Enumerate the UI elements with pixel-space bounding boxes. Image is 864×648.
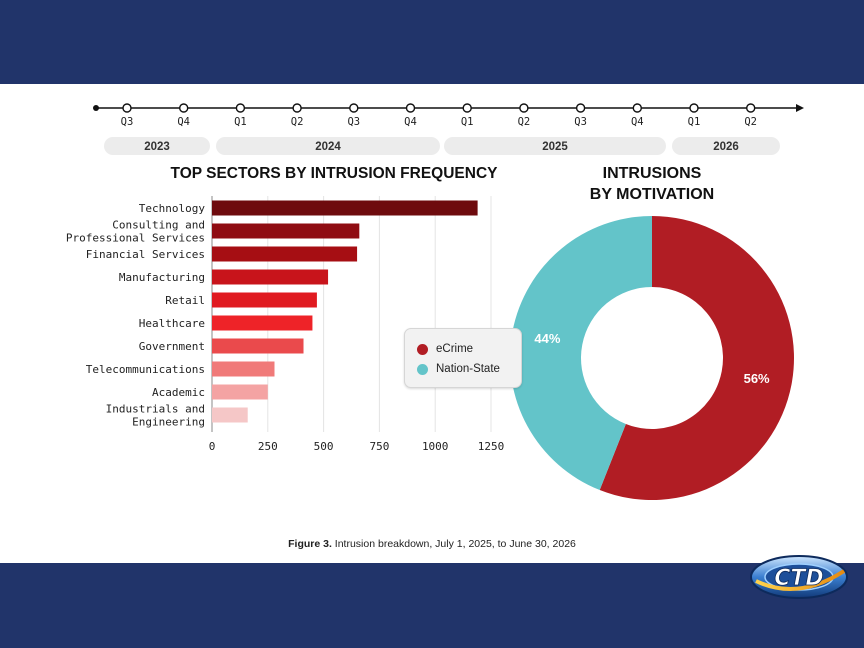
category-label: Academic [152, 386, 205, 399]
timeline-quarter-label: Q3 [574, 116, 587, 128]
bar [212, 223, 360, 239]
legend-swatch-ecrime [417, 343, 428, 355]
ctd-logo: CTD [750, 555, 848, 599]
timeline-year-pill [444, 137, 666, 155]
donut-slice [599, 216, 795, 500]
donut-chart: INTRUSIONS BY MOTIVATION 56% 44% [510, 165, 795, 500]
timeline-year-pill [104, 137, 210, 155]
timeline-year-label: 2023 [144, 141, 170, 153]
legend-item-nation-state: Nation-State [417, 361, 500, 377]
timeline-quarter-label: Q1 [688, 116, 701, 128]
bar [212, 269, 329, 285]
bar [212, 361, 275, 377]
category-label: Engineering [132, 416, 205, 429]
caption-text: Intrusion breakdown, July 1, 2025, to Ju… [331, 538, 576, 550]
category-label: Consulting and [112, 219, 205, 232]
donut-value-label: 44% [534, 331, 560, 346]
timeline-year-pill [216, 137, 440, 155]
bar [212, 246, 358, 262]
top-banner [0, 0, 864, 84]
x-tick-label: 750 [369, 440, 389, 453]
timeline-year-pill [672, 137, 780, 155]
timeline-quarter-label: Q2 [291, 116, 304, 128]
bar [212, 315, 313, 331]
timeline-year-label: 2026 [713, 141, 739, 153]
timeline: Q3 Q4 Q1 Q2 Q3 Q4 Q1 Q2 Q3 Q4 Q1 Q2 2023 2024 2025 2026 [93, 103, 804, 155]
legend-label-ecrime: eCrime [436, 343, 474, 355]
timeline-marker [519, 103, 529, 113]
bar-chart-title: TOP SECTORS BY INTRUSION FREQUENCY [171, 165, 499, 182]
bar [212, 384, 268, 400]
figure-caption: Figure 3. Intrusion breakdown, July 1, 2… [0, 538, 864, 550]
category-label: Retail [165, 294, 205, 307]
legend-item-ecrime: eCrime [417, 341, 473, 357]
bar [212, 338, 304, 354]
bar [212, 407, 248, 423]
x-tick-label: 1000 [422, 440, 449, 453]
timeline-quarter-label: Q1 [234, 116, 247, 128]
donut-chart-title: BY MOTIVATION [590, 186, 714, 203]
bar [212, 292, 317, 308]
timeline-marker [292, 103, 302, 113]
legend-swatch-nation-state [417, 363, 428, 375]
timeline-quarter-label: Q1 [461, 116, 474, 128]
logo-text: CTD [774, 566, 823, 591]
category-label: Government [139, 340, 205, 353]
timeline-quarter-label: Q2 [744, 116, 757, 128]
legend-label-nation-state: Nation-State [436, 363, 500, 375]
timeline-marker [405, 103, 416, 113]
donut-legend: eCrime Nation-State [404, 328, 522, 388]
timeline-marker [575, 103, 586, 113]
category-label: Manufacturing [119, 271, 205, 284]
timeline-start-dot [93, 105, 99, 111]
timeline-marker [462, 103, 472, 113]
category-label: Industrials and [106, 403, 205, 416]
timeline-quarter-label: Q4 [404, 116, 417, 128]
bar [212, 200, 478, 216]
x-tick-label: 250 [258, 440, 278, 453]
x-tick-label: 500 [314, 440, 334, 453]
donut-slice [510, 216, 652, 491]
timeline-quarter-label: Q3 [347, 116, 360, 128]
x-tick-label: 0 [209, 440, 216, 453]
timeline-marker [632, 103, 642, 113]
timeline-arrow [796, 104, 804, 112]
timeline-year-label: 2024 [315, 141, 341, 153]
x-tick-label: 1250 [478, 440, 505, 453]
timeline-quarter-label: Q2 [518, 116, 531, 128]
timeline-quarter-label: Q3 [121, 116, 134, 128]
category-label: Telecommunications [86, 363, 205, 376]
timeline-marker [746, 103, 756, 113]
bottom-banner [0, 563, 864, 648]
timeline-marker [349, 103, 359, 113]
caption-label: Figure 3. [288, 538, 332, 550]
timeline-marker [178, 103, 189, 113]
timeline-quarter-label: Q4 [177, 116, 190, 128]
bar-chart: TOP SECTORS BY INTRUSION FREQUENCY 0 250 50… [66, 165, 504, 453]
category-label: Professional Services [66, 232, 205, 245]
timeline-quarter-label: Q4 [631, 116, 644, 128]
timeline-marker [235, 103, 246, 113]
timeline-marker [689, 103, 699, 113]
category-label: Financial Services [86, 248, 205, 261]
category-label: Healthcare [139, 317, 205, 330]
donut-value-label: 56% [744, 371, 770, 386]
timeline-marker [122, 103, 132, 113]
category-label: Technology [139, 202, 206, 215]
timeline-year-label: 2025 [542, 141, 568, 153]
donut-chart-title: INTRUSIONS [603, 165, 702, 182]
